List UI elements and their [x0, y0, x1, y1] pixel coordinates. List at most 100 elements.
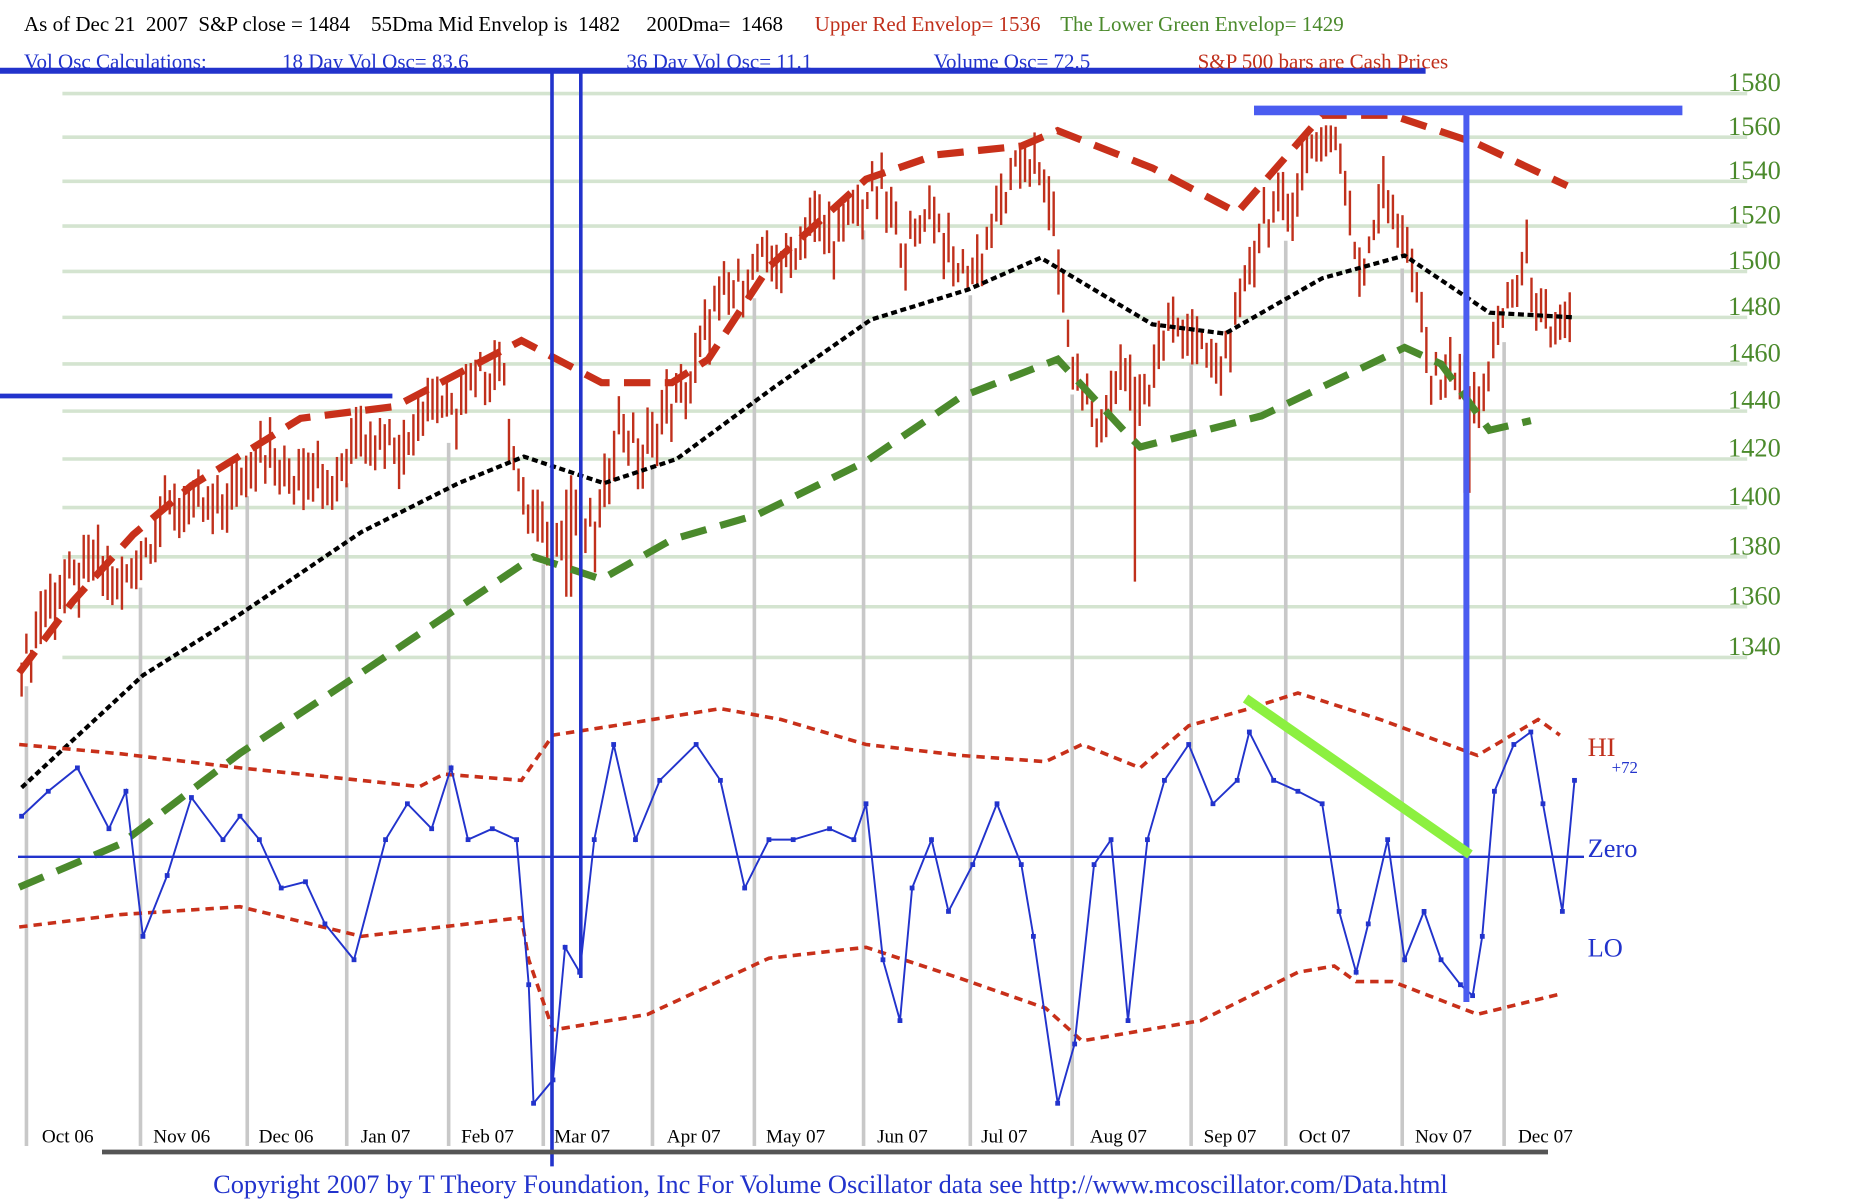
- osc-point: [322, 921, 328, 927]
- y-tick-label: 1400: [1728, 481, 1781, 511]
- osc-point: [1091, 862, 1097, 867]
- vol-osc-18-day: 18 Day Vol Osc= 83.6: [282, 49, 469, 73]
- osc-point: [189, 795, 194, 800]
- osc-point: [827, 826, 832, 832]
- osc-point: [1421, 909, 1427, 914]
- x-tick-label: May 07: [766, 1126, 826, 1147]
- osc-point: [1072, 1041, 1078, 1047]
- x-tick-label: Nov 06: [153, 1126, 210, 1147]
- osc-point: [633, 837, 638, 843]
- annotations: [0, 67, 1683, 1167]
- osc-point: [929, 837, 934, 843]
- osc-hi-band: [19, 691, 1561, 789]
- osc-point: [1572, 777, 1577, 783]
- osc-point: [1492, 788, 1497, 794]
- osc-point: [123, 788, 129, 794]
- osc-zero-label: Zero: [1588, 833, 1638, 863]
- osc-point: [531, 1100, 536, 1106]
- osc-point: [303, 879, 308, 885]
- osc-point: [1186, 742, 1192, 747]
- osc-point: [1271, 777, 1277, 783]
- price-bars: [20, 125, 1571, 697]
- osc-point: [489, 826, 495, 832]
- osc-point: [1336, 909, 1342, 914]
- mid-55dma-line: [20, 253, 1575, 790]
- osc-point: [1018, 862, 1024, 867]
- osc-point: [1540, 801, 1546, 807]
- osc-point: [45, 788, 51, 794]
- cash-prices-note: S&P 500 bars are Cash Prices: [1198, 49, 1449, 73]
- x-tick-label: Apr 07: [667, 1126, 721, 1147]
- x-tick-label: Jan 07: [361, 1126, 411, 1147]
- osc-point: [909, 885, 915, 891]
- volume-oscillator: [18, 691, 1584, 1106]
- osc-point: [851, 837, 857, 843]
- osc-hi-value: +72: [1612, 758, 1638, 777]
- osc-point: [1365, 921, 1371, 927]
- osc-point: [657, 777, 663, 783]
- osc-point: [766, 837, 772, 843]
- price-axis-labels: 1580 1560 1540 1520 1500 1480 1460 1440 1420 1400…: [1728, 67, 1781, 661]
- osc-point: [897, 1018, 903, 1023]
- x-tick-label: Mar 07: [554, 1126, 610, 1147]
- y-tick-label: 1560: [1728, 111, 1781, 141]
- header-line-2: Vol Osc Calculations: 18 Day Vol Osc= 83…: [24, 49, 1448, 73]
- osc-point: [465, 837, 471, 843]
- y-tick-label: 1420: [1728, 433, 1781, 463]
- osc-point: [718, 777, 723, 783]
- osc-point: [448, 765, 454, 771]
- y-tick-label: 1580: [1728, 67, 1781, 97]
- header-lower-envelope: The Lower Green Envelop= 1429: [1060, 12, 1344, 36]
- y-tick-label: 1360: [1728, 580, 1781, 610]
- osc-point: [164, 873, 170, 878]
- y-tick-label: 1340: [1728, 631, 1781, 661]
- osc-point: [1479, 933, 1485, 939]
- osc-point: [237, 813, 243, 819]
- osc-point: [1559, 909, 1565, 914]
- vol-osc-calculations-label: Vol Osc Calculations:: [24, 49, 207, 73]
- osc-point: [19, 813, 24, 819]
- osc-line: [20, 729, 1576, 1106]
- osc-point: [1246, 729, 1252, 735]
- osc-point: [994, 801, 1000, 807]
- osc-point: [75, 765, 80, 771]
- upper-red-envelope: [16, 111, 1569, 676]
- osc-point: [514, 837, 519, 843]
- x-tick-label: Jul 07: [981, 1126, 1028, 1147]
- x-tick-label: Sep 07: [1204, 1126, 1257, 1147]
- price-gridlines: [62, 91, 1748, 660]
- osc-point: [1353, 969, 1359, 975]
- osc-point: [1458, 982, 1463, 988]
- osc-point: [1234, 777, 1240, 783]
- osc-point: [790, 837, 796, 843]
- x-tick-label: Oct 06: [42, 1126, 94, 1147]
- osc-point: [404, 801, 410, 807]
- trend-line: [1242, 694, 1473, 859]
- month-labels: Oct 06 Nov 06 Dec 06 Jan 07 Feb 07 Mar 07 Apr …: [42, 1126, 1573, 1147]
- osc-point: [220, 837, 226, 843]
- x-tick-label: Nov 07: [1415, 1126, 1472, 1147]
- osc-point: [1031, 933, 1036, 939]
- y-tick-label: 1520: [1728, 200, 1781, 230]
- osc-point: [1385, 837, 1391, 843]
- osc-point: [1295, 788, 1301, 794]
- osc-point: [1108, 837, 1114, 843]
- volume-osc: Volume Osc= 72.5: [934, 49, 1091, 73]
- osc-point: [1055, 1100, 1061, 1106]
- vol-osc-36-day: 36 Day Vol Osc= 11.1: [626, 49, 812, 73]
- osc-point: [1470, 993, 1475, 999]
- x-tick-label: Oct 07: [1299, 1126, 1351, 1147]
- osc-point: [351, 957, 357, 963]
- osc-point: [946, 909, 951, 914]
- osc-point: [863, 801, 869, 807]
- osc-lo-label: LO: [1588, 932, 1623, 962]
- copyright-footer: Copyright 2007 by T Theory Foundation, I…: [213, 1169, 1448, 1199]
- x-tick-label: Jun 07: [877, 1126, 928, 1147]
- y-tick-label: 1500: [1728, 245, 1781, 275]
- osc-lo-band: [18, 904, 1561, 1043]
- osc-point: [1145, 837, 1150, 843]
- osc-point: [1125, 1018, 1131, 1023]
- osc-point: [562, 944, 568, 950]
- osc-point: [1319, 801, 1325, 807]
